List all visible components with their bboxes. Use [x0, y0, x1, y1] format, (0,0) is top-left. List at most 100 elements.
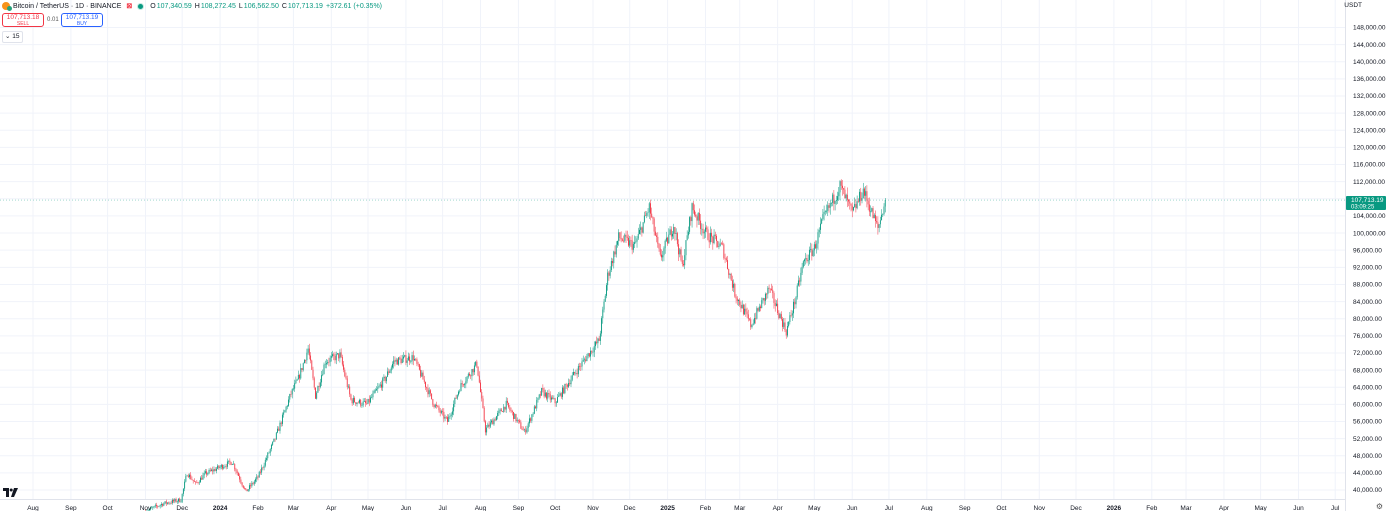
- candle-body: [416, 359, 418, 364]
- candle-body: [189, 474, 190, 478]
- candle-body: [834, 200, 836, 204]
- candle-body: [324, 364, 326, 365]
- candle-body: [244, 487, 245, 489]
- candle-body: [175, 499, 177, 503]
- price-tick-label: 88,000.00: [1353, 282, 1382, 289]
- candle-body: [784, 322, 786, 331]
- candle-body: [434, 404, 436, 408]
- candle-body: [730, 273, 732, 281]
- candle-body: [747, 314, 749, 319]
- candle-body: [480, 382, 481, 392]
- candle-body: [385, 376, 387, 382]
- candle-body: [648, 203, 650, 213]
- candle-body: [398, 357, 400, 365]
- candle-body: [526, 428, 528, 433]
- candle-body: [537, 397, 539, 401]
- candle-body: [211, 469, 212, 471]
- candle-body: [844, 189, 846, 199]
- candle-body: [749, 318, 750, 320]
- candle-body: [366, 403, 368, 404]
- candle-body: [860, 191, 862, 201]
- candle-body: [365, 400, 367, 404]
- candle-body: [157, 506, 159, 507]
- candle-body: [209, 469, 211, 471]
- candle-body: [609, 269, 611, 276]
- indicator-toggle[interactable]: ⌄ 15: [2, 31, 23, 43]
- candle-body: [698, 212, 700, 221]
- candle-body: [215, 468, 217, 471]
- candle-body: [426, 387, 428, 389]
- candle-body: [284, 410, 286, 413]
- candle-body: [777, 303, 779, 313]
- candle-body: [473, 365, 475, 373]
- price-tick-label: 100,000.00: [1353, 230, 1386, 237]
- buy-button[interactable]: 107,713.19 BUY: [61, 13, 103, 27]
- candle-body: [428, 390, 430, 395]
- candle-body: [816, 243, 818, 249]
- candle-body: [505, 400, 507, 410]
- candle-body: [451, 411, 453, 415]
- candle-body: [414, 358, 415, 361]
- candle-body: [850, 203, 852, 206]
- candle-body: [506, 400, 508, 403]
- ohlc-high: H108,272.45: [194, 2, 236, 10]
- candle-body: [790, 315, 792, 316]
- candle-body: [350, 394, 352, 400]
- candle-body: [672, 233, 673, 237]
- candle-body: [277, 428, 278, 433]
- candle-body: [735, 296, 737, 299]
- candle-body: [363, 400, 365, 402]
- candle-body: [524, 429, 525, 431]
- candle-body: [564, 384, 566, 394]
- candle-body: [290, 394, 292, 395]
- market-status-icon[interactable]: [138, 3, 144, 9]
- candle-body: [208, 469, 210, 474]
- currency-label[interactable]: USDT: [1344, 2, 1362, 9]
- candle-body: [450, 414, 452, 417]
- price-tick-label: 148,000.00: [1353, 25, 1386, 32]
- candle-body: [873, 215, 875, 219]
- tradingview-logo-icon[interactable]: [3, 488, 19, 497]
- candle-body: [875, 215, 876, 222]
- candle-body: [355, 402, 357, 404]
- candle-body: [723, 244, 725, 259]
- candle-body: [608, 272, 610, 276]
- candle-body: [802, 261, 804, 267]
- candle-body: [246, 489, 248, 492]
- candle-body: [475, 361, 477, 366]
- candle-body: [645, 215, 647, 217]
- candle-body: [862, 188, 864, 198]
- candle-body: [641, 227, 643, 233]
- candle-body: [327, 362, 329, 364]
- candle-body: [494, 419, 496, 421]
- candle-body: [837, 196, 839, 200]
- candle-body: [758, 306, 760, 311]
- candle-body: [269, 449, 271, 453]
- time-tick-label: Mar: [734, 505, 746, 511]
- candle-body: [169, 502, 171, 504]
- candle-body: [289, 394, 291, 400]
- candle-body: [705, 227, 706, 232]
- symbol-title[interactable]: Bitcoin / TetherUS · 1D · BINANCE: [13, 2, 122, 10]
- candle-body: [465, 381, 467, 385]
- candle-body: [866, 191, 868, 201]
- candle-body: [838, 192, 840, 197]
- candle-body: [661, 254, 662, 258]
- candle-body: [686, 235, 688, 241]
- sell-button[interactable]: 107,713.18 SELL: [2, 13, 44, 27]
- candle-body: [200, 477, 201, 483]
- candle-body: [832, 194, 834, 203]
- candle-body: [707, 229, 709, 240]
- candle-body: [329, 357, 331, 363]
- candle-body: [404, 355, 406, 357]
- settings-gear-icon[interactable]: ⚙: [1375, 502, 1383, 511]
- candle-body: [285, 406, 287, 411]
- candle-body: [525, 429, 527, 433]
- candle-body: [422, 372, 424, 380]
- candle-body: [849, 201, 851, 204]
- last-price-label: 107,713.19 03:09:25: [1346, 196, 1386, 211]
- candle-body: [283, 412, 285, 415]
- candle-body: [310, 355, 312, 361]
- candle-body: [241, 482, 243, 486]
